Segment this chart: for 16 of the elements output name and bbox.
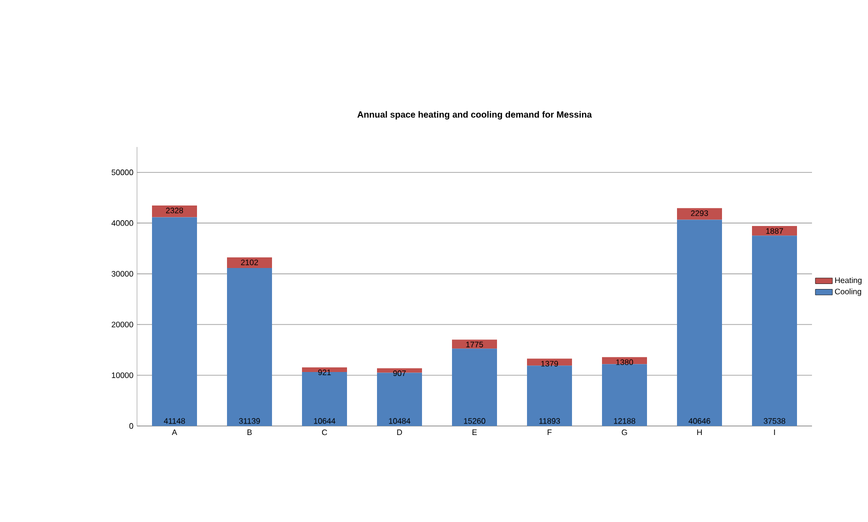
bar: [602, 364, 648, 426]
bar: [752, 236, 798, 426]
bar: [227, 257, 272, 268]
bar: [452, 340, 498, 349]
bar: [527, 358, 572, 366]
bar: [527, 366, 572, 426]
bar: [302, 372, 348, 426]
bar: [152, 217, 198, 426]
bar: [227, 268, 272, 426]
bar: [602, 357, 648, 364]
bar: [677, 208, 722, 220]
bar: [452, 348, 498, 426]
bar: [152, 205, 198, 218]
bar: [752, 226, 798, 236]
bar: [677, 220, 722, 426]
chart-title: Annual space heating and cooling demand for Messina: [357, 111, 592, 120]
